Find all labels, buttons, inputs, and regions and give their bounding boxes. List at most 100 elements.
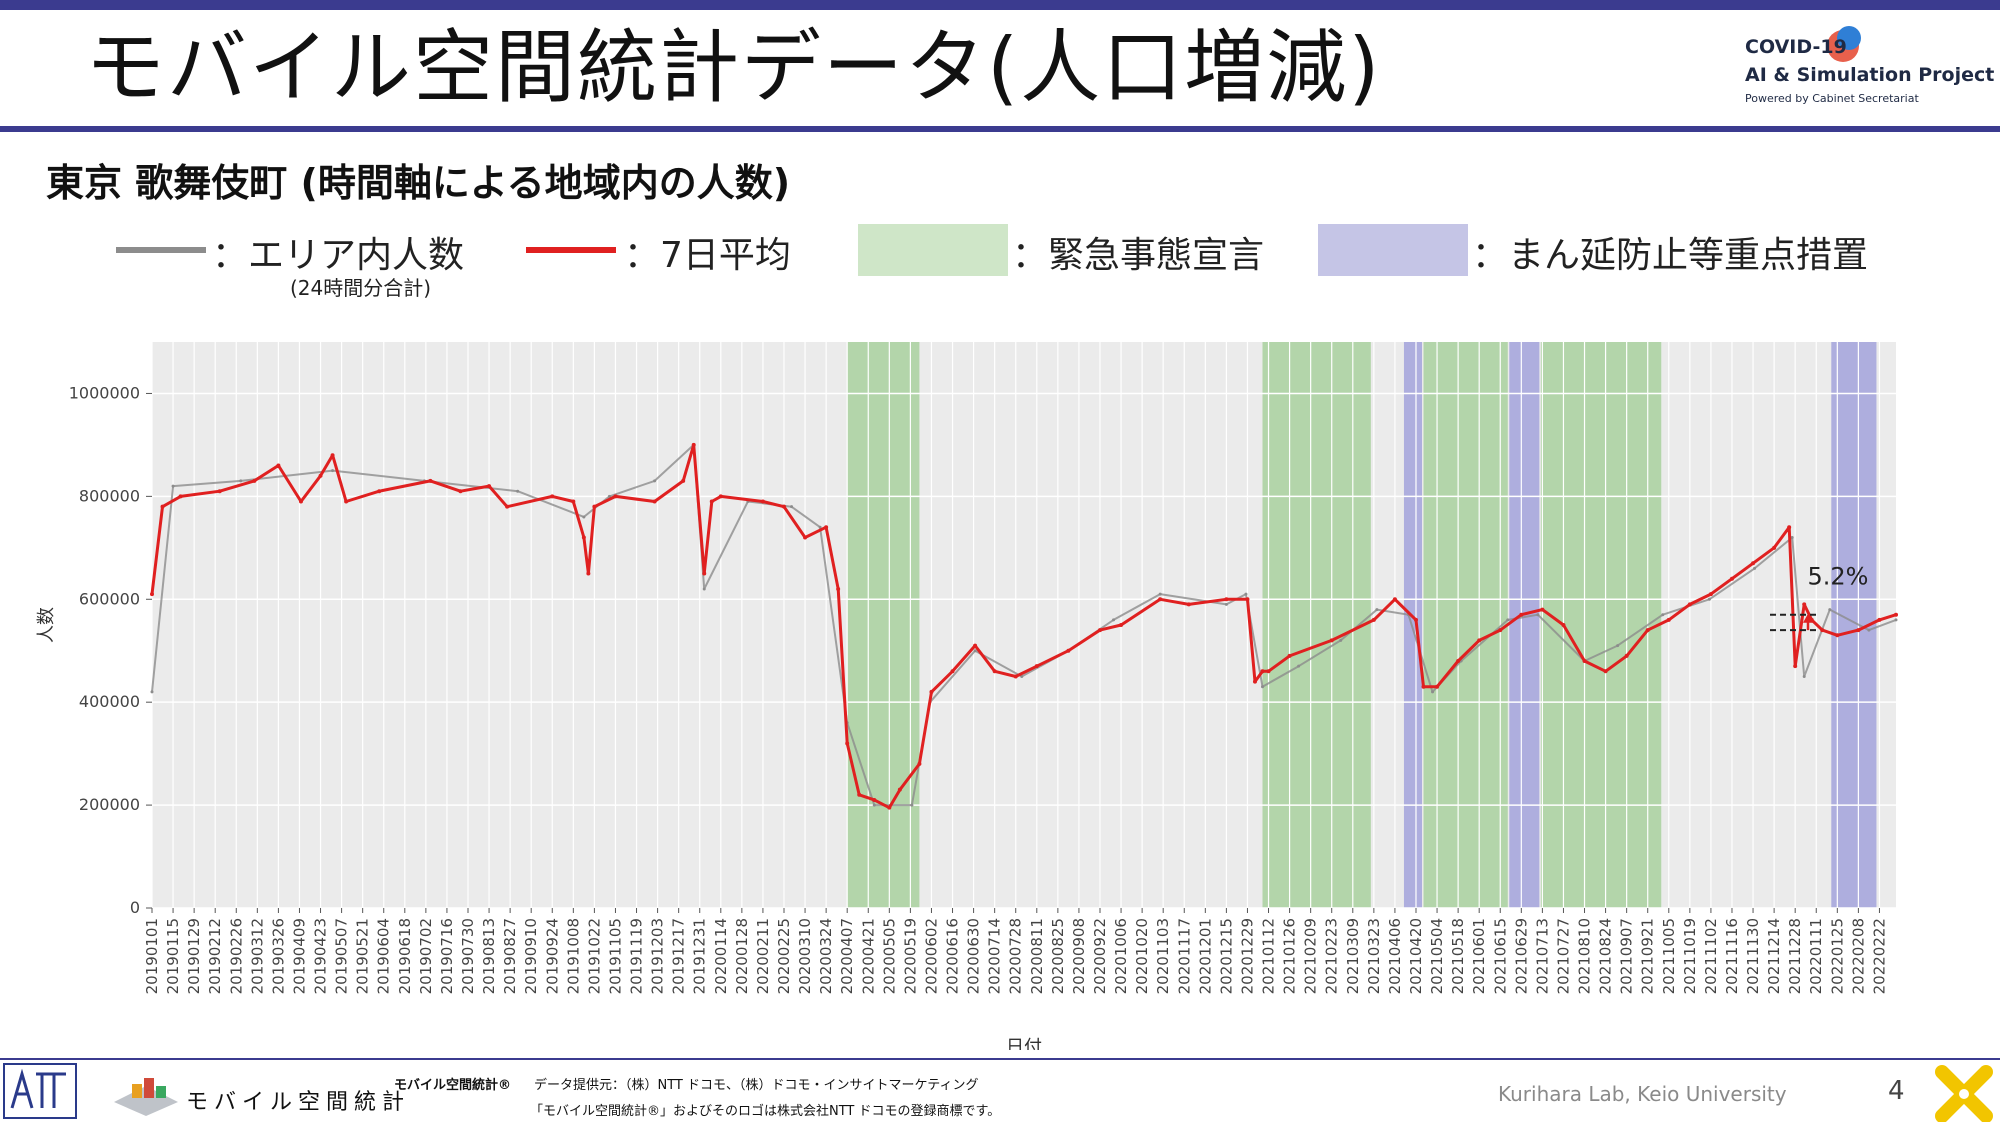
x-tick-label: 20190730 — [459, 918, 477, 994]
point-avg7 — [836, 586, 841, 591]
point-avg7 — [1793, 664, 1798, 669]
point-area-count — [1894, 618, 1898, 622]
point-avg7 — [702, 571, 707, 576]
legend-priority-swatch — [1318, 224, 1468, 276]
point-avg7 — [709, 499, 714, 504]
x-tick-label: 20201215 — [1217, 918, 1235, 994]
x-tick-label: 20190702 — [417, 918, 435, 994]
point-avg7 — [1751, 561, 1756, 566]
point-avg7 — [652, 499, 657, 504]
point-avg7 — [1477, 638, 1482, 643]
x-tick-label: 20201020 — [1133, 918, 1151, 994]
x-tick-label: 20200616 — [944, 918, 962, 994]
point-avg7 — [1582, 659, 1587, 664]
point-avg7 — [505, 504, 510, 509]
shaded-period-priority — [1403, 342, 1423, 908]
x-tick-label: 20201103 — [1154, 918, 1172, 994]
point-avg7 — [298, 499, 303, 504]
point-avg7 — [1498, 628, 1503, 633]
point-avg7 — [150, 592, 154, 597]
point-area-count — [1375, 608, 1379, 612]
point-area-count — [607, 494, 611, 498]
point-avg7 — [330, 453, 335, 458]
point-avg7 — [803, 535, 808, 540]
x-tick-label: 20190910 — [522, 918, 540, 994]
x-tick-label: 20210504 — [1428, 918, 1446, 994]
point-area-count — [1828, 608, 1832, 612]
logo-tagline: Powered by Cabinet Secretariat — [1745, 92, 1919, 105]
x-tick-label: 20210518 — [1449, 918, 1467, 994]
x-tick-label: 20190326 — [269, 918, 287, 994]
y-tick-label: 600000 — [79, 589, 140, 608]
point-avg7 — [217, 489, 222, 494]
point-avg7 — [1034, 664, 1039, 669]
logo-circles-icon — [1827, 26, 1861, 62]
x-tick-label: 20190212 — [206, 918, 224, 994]
point-area-count — [582, 515, 586, 519]
x-tick-label: 20200421 — [859, 918, 877, 994]
point-avg7 — [1624, 653, 1629, 658]
point-avg7 — [276, 463, 281, 468]
x-tick-label: 20210810 — [1576, 918, 1594, 994]
point-avg7 — [872, 797, 877, 802]
footer-credit: Kurihara Lab, Keio University — [1498, 1082, 1787, 1106]
point-avg7 — [1603, 669, 1608, 674]
x-tick-label: 20190129 — [185, 918, 203, 994]
y-axis-title: 人数 — [36, 607, 57, 643]
point-avg7 — [718, 494, 723, 499]
point-avg7 — [1245, 597, 1250, 602]
point-area-count — [239, 479, 243, 483]
x-tick-label: 20190312 — [248, 918, 266, 994]
point-avg7 — [1287, 653, 1292, 658]
point-area-count — [1802, 674, 1806, 678]
point-avg7 — [1097, 628, 1102, 633]
covid-project-logo: COVID-19 AI & Simulation Project Powered… — [1745, 24, 1994, 114]
point-area-count — [1224, 602, 1228, 606]
x-tick-label: 20220222 — [1870, 918, 1888, 994]
point-area-count — [872, 803, 876, 807]
x-tick-label: 20210209 — [1302, 918, 1320, 994]
x-tick-label: 20200211 — [754, 918, 772, 994]
x-tick-label: 20201229 — [1238, 918, 1256, 994]
footer-provider: データ提供元：（株）NTT ドコモ、（株）ドコモ・インサイトマーケティング — [534, 1078, 979, 1093]
x-tick-label: 20200714 — [986, 918, 1004, 994]
x-tick-label: 20190521 — [354, 918, 372, 994]
x-tick-label: 20210323 — [1365, 918, 1383, 994]
point-avg7 — [1856, 628, 1861, 633]
point-avg7 — [897, 787, 902, 792]
x-tick-label: 20210601 — [1470, 918, 1488, 994]
annotation-arrow-head — [1803, 613, 1813, 623]
point-avg7 — [1894, 612, 1898, 617]
point-avg7 — [781, 504, 786, 509]
point-avg7 — [917, 761, 922, 766]
annotation-percent-label: 5.2% — [1808, 563, 1869, 591]
point-area-count — [331, 469, 335, 473]
logo-title: COVID-19 — [1745, 36, 1847, 58]
point-area-count — [1339, 638, 1343, 642]
x-axis-title: 日付 — [1006, 1037, 1042, 1050]
point-area-count — [516, 489, 520, 493]
point-avg7 — [857, 792, 862, 797]
point-avg7 — [1421, 684, 1426, 689]
legend-avg7-swatch — [526, 247, 616, 253]
point-avg7 — [377, 489, 382, 494]
point-avg7 — [824, 525, 829, 530]
point-avg7 — [1561, 623, 1566, 627]
x-tick-label: 20200225 — [775, 918, 793, 994]
point-avg7 — [1435, 684, 1440, 689]
point-avg7 — [1266, 669, 1271, 674]
x-tick-label: 20210713 — [1533, 918, 1551, 994]
x-tick-label: 20210615 — [1491, 918, 1509, 994]
point-area-count — [818, 525, 822, 529]
point-area-count — [1867, 628, 1871, 632]
point-avg7 — [344, 499, 349, 504]
x-tick-label: 20210907 — [1618, 918, 1636, 994]
point-area-count — [1506, 618, 1510, 622]
point-area-count — [1112, 618, 1116, 622]
x-tick-label: 20190409 — [290, 918, 308, 994]
point-avg7 — [929, 689, 934, 694]
x-tick-label: 20210406 — [1386, 918, 1404, 994]
point-area-count — [1431, 690, 1435, 694]
x-tick-label: 20211214 — [1765, 918, 1783, 994]
x-tick-label: 20191022 — [585, 918, 603, 994]
